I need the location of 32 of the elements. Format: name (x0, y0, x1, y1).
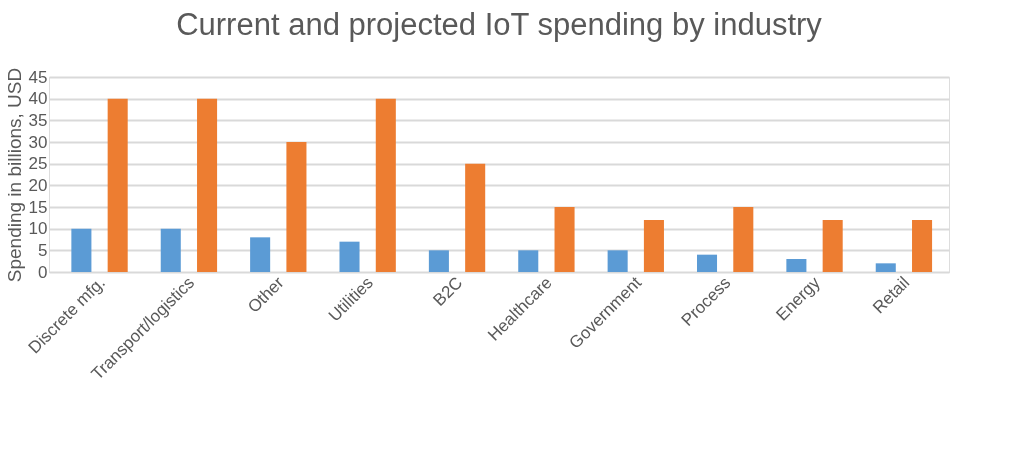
bar (339, 241, 360, 272)
bar (465, 163, 486, 272)
y-axis-title: Spending in billions, USD (3, 67, 25, 283)
bar (250, 237, 271, 272)
y-tick-label: 45 (28, 67, 48, 87)
bar (786, 259, 807, 272)
bar (696, 254, 718, 272)
bar (160, 228, 181, 272)
bar (197, 98, 218, 272)
y-tick-label: 35 (28, 110, 48, 130)
y-tick-label: 40 (28, 89, 48, 109)
y-tick-label: 10 (28, 219, 48, 239)
bar (428, 250, 449, 272)
bar (518, 250, 539, 272)
bar (607, 250, 628, 272)
bar (375, 98, 396, 272)
bar (286, 142, 307, 272)
y-tick-label: 30 (28, 132, 48, 152)
bar (875, 263, 896, 272)
y-tick-label: 0 (38, 262, 48, 282)
bar (554, 207, 575, 272)
chart-title: Current and projected IoT spending by industry (176, 7, 823, 43)
y-tick-label: 15 (28, 197, 48, 217)
bar (912, 220, 933, 272)
y-tick-label: 5 (38, 240, 48, 260)
y-tick-label: 20 (28, 175, 48, 195)
bar (107, 98, 128, 272)
bar (733, 207, 754, 272)
bar (643, 220, 664, 272)
y-tick-label: 25 (28, 154, 48, 174)
bar (822, 220, 843, 272)
bar (71, 228, 92, 272)
